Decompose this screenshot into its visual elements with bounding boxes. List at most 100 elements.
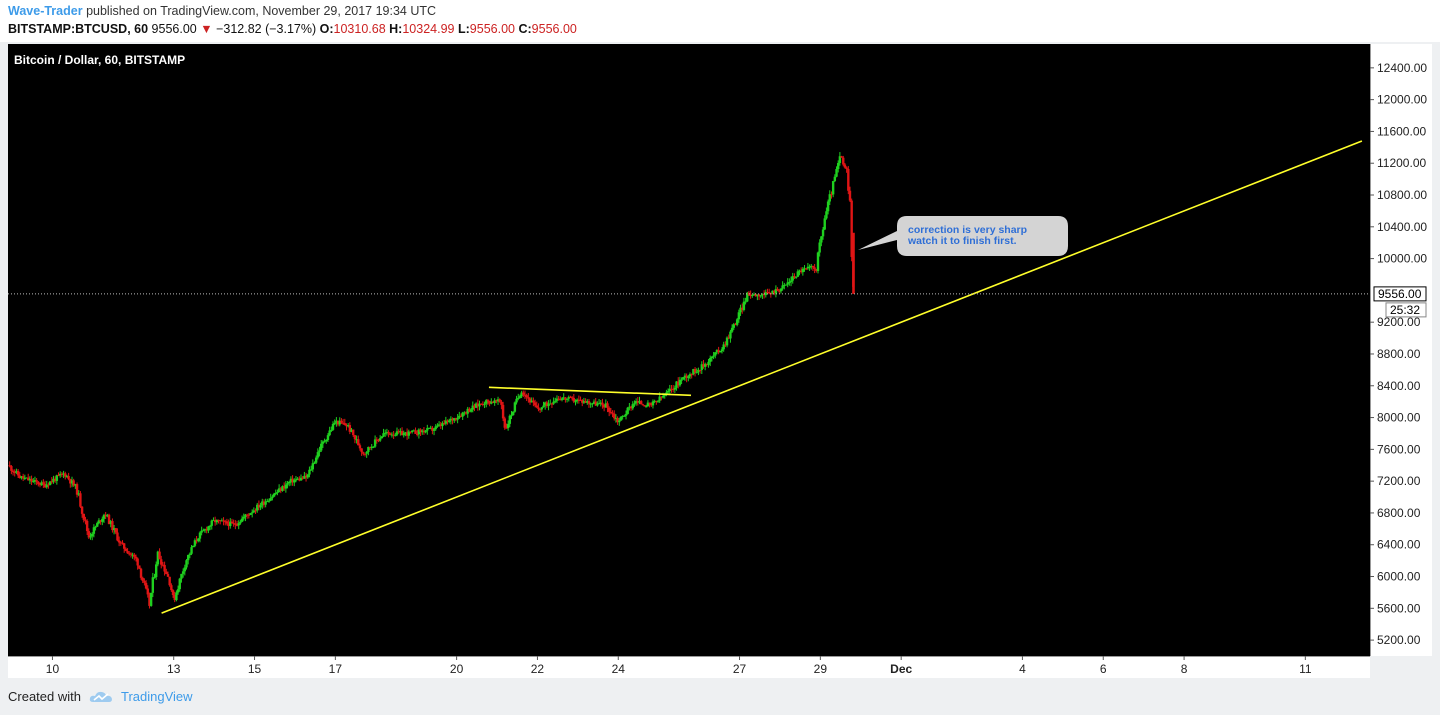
up-candle bbox=[474, 403, 478, 408]
up-candle bbox=[599, 402, 602, 404]
countdown-tag bbox=[1385, 302, 1427, 318]
down-candle bbox=[234, 523, 237, 525]
x-tick-label: 6 bbox=[1100, 662, 1107, 676]
up-candle bbox=[382, 433, 385, 437]
up-candle bbox=[786, 282, 789, 285]
up-candle bbox=[277, 488, 281, 492]
up-candle bbox=[267, 500, 271, 502]
up-candle bbox=[296, 478, 299, 480]
down-candle bbox=[345, 424, 348, 427]
published-text: published on TradingView.com, November 2… bbox=[86, 4, 437, 18]
down-candle bbox=[357, 439, 360, 446]
down-candle bbox=[53, 478, 57, 481]
up-candle bbox=[517, 397, 520, 399]
down-candle bbox=[163, 565, 166, 572]
up-candle bbox=[96, 523, 99, 527]
down-candle bbox=[80, 506, 84, 514]
down-candle bbox=[528, 398, 532, 403]
up-candle bbox=[697, 369, 700, 372]
up-candle bbox=[289, 478, 293, 482]
created-with-label: Created with bbox=[8, 689, 81, 704]
up-candle bbox=[682, 377, 685, 380]
plot-area[interactable] bbox=[8, 44, 1370, 656]
down-candle bbox=[375, 439, 378, 441]
y-tick-label: 8400.00 bbox=[1377, 379, 1421, 393]
up-candle bbox=[229, 521, 232, 527]
up-candle bbox=[256, 504, 259, 511]
down-candle bbox=[304, 475, 308, 478]
down-candle bbox=[301, 477, 304, 479]
time-axis[interactable] bbox=[8, 656, 1370, 678]
up-candle bbox=[444, 420, 448, 424]
tradingview-link[interactable]: TradingView bbox=[120, 689, 193, 704]
up-candle bbox=[825, 211, 828, 219]
down-candle bbox=[170, 585, 173, 591]
down-candle bbox=[847, 168, 850, 191]
up-candle bbox=[59, 473, 62, 476]
up-candle bbox=[592, 401, 596, 404]
down-candle bbox=[685, 375, 688, 378]
x-tick-label: Dec bbox=[890, 662, 912, 676]
down-candle bbox=[535, 405, 538, 408]
up-candle bbox=[461, 412, 464, 417]
up-candle bbox=[688, 374, 692, 377]
up-candle bbox=[631, 404, 634, 409]
up-candle bbox=[193, 540, 197, 546]
up-candle bbox=[837, 163, 840, 170]
annotation-callout[interactable]: correction is very sharp watch it to fin… bbox=[858, 216, 1068, 256]
up-candle bbox=[410, 430, 414, 433]
up-candle bbox=[153, 577, 156, 579]
up-candle bbox=[695, 371, 698, 373]
down-candle bbox=[650, 403, 653, 406]
up-candle bbox=[493, 400, 496, 404]
down-candle bbox=[218, 520, 222, 522]
up-candle bbox=[407, 431, 410, 436]
down-candle bbox=[126, 550, 129, 554]
down-candle bbox=[227, 523, 230, 527]
down-candle bbox=[21, 476, 25, 479]
up-candle bbox=[286, 483, 289, 485]
up-candle bbox=[284, 484, 288, 489]
up-candle bbox=[240, 518, 244, 522]
up-candle bbox=[490, 401, 493, 404]
down-candle bbox=[38, 484, 42, 486]
up-candle bbox=[838, 156, 842, 164]
chart[interactable]: 12400.00 12000.00 11600.00 11200.00 10800.00… bbox=[0, 0, 1440, 686]
down-candle bbox=[205, 529, 208, 531]
down-candle bbox=[572, 397, 576, 402]
up-candle bbox=[597, 403, 601, 405]
down-candle bbox=[491, 401, 495, 404]
up-candle bbox=[239, 521, 242, 524]
up-candle bbox=[623, 415, 626, 417]
open-value: 10310.68 bbox=[333, 22, 386, 36]
down-candle bbox=[793, 276, 796, 278]
up-candle bbox=[390, 434, 394, 436]
up-candle bbox=[264, 501, 267, 505]
y-tick-label: 5600.00 bbox=[1377, 601, 1421, 615]
up-candle bbox=[634, 401, 638, 404]
up-candle bbox=[555, 398, 559, 401]
up-candle bbox=[469, 409, 473, 412]
up-candle bbox=[784, 284, 788, 286]
author-link[interactable]: Wave-Trader bbox=[8, 4, 83, 18]
up-candle bbox=[668, 388, 672, 392]
price-axis[interactable] bbox=[1370, 44, 1432, 656]
down-candle bbox=[527, 397, 530, 399]
down-candle bbox=[60, 473, 64, 475]
up-candle bbox=[288, 481, 291, 484]
up-candle bbox=[274, 493, 277, 495]
up-candle bbox=[783, 284, 786, 286]
up-candle bbox=[752, 294, 756, 296]
down-candle bbox=[117, 540, 121, 543]
up-candle bbox=[380, 436, 384, 439]
up-candle bbox=[771, 290, 774, 294]
up-candle bbox=[633, 403, 636, 405]
close-value: 9556.00 bbox=[531, 22, 577, 36]
down-candle bbox=[348, 425, 352, 432]
up-candle bbox=[540, 407, 544, 410]
up-candle bbox=[427, 427, 431, 429]
up-candle bbox=[426, 428, 429, 431]
up-candle bbox=[801, 268, 805, 273]
up-candle bbox=[40, 482, 43, 486]
up-candle bbox=[112, 528, 116, 531]
